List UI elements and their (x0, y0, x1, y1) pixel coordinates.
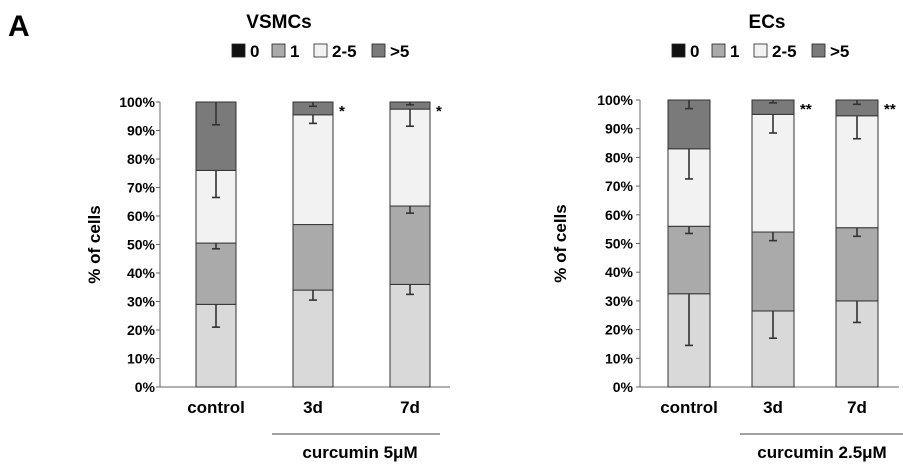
legend-swatch (313, 43, 328, 58)
panel-label: A (8, 10, 30, 43)
bar-segment (292, 224, 334, 291)
y-tick-label: 40% (605, 264, 634, 280)
bar-segment (835, 227, 879, 302)
bar-segment (751, 231, 795, 312)
legend-swatch (371, 43, 386, 58)
legend-swatch (671, 43, 686, 58)
y-tick-label: 0% (135, 379, 156, 395)
bar-segment (389, 205, 431, 285)
y-tick-label: 10% (127, 351, 156, 367)
y-tick-label: 30% (127, 294, 156, 310)
y-tick-label: 70% (605, 178, 634, 194)
legend-swatch (811, 43, 826, 58)
legend-label: 2-5 (332, 42, 357, 61)
y-tick-label: 60% (127, 208, 156, 224)
y-tick-label: 40% (127, 265, 156, 281)
y-tick-label: 100% (119, 94, 155, 110)
y-tick-label: 20% (605, 322, 634, 338)
y-tick-label: 100% (597, 92, 633, 108)
y-tick-label: 90% (605, 121, 634, 137)
legend-label: >5 (390, 42, 409, 61)
significance-marker: * (339, 103, 345, 120)
legend-swatch (271, 43, 286, 58)
legend-label: 0 (690, 42, 699, 61)
y-tick-label: 80% (127, 151, 156, 167)
y-tick-label: 50% (127, 237, 156, 253)
x-tick-label: 3d (303, 398, 323, 417)
legend-label: >5 (830, 42, 849, 61)
y-tick-label: 60% (605, 207, 634, 223)
y-tick-label: 90% (127, 123, 156, 139)
y-tick-label: 0% (613, 379, 634, 395)
significance-marker: * (436, 103, 442, 120)
y-axis-label: % of cells (85, 205, 104, 283)
legend-swatch (231, 43, 246, 58)
y-tick-label: 20% (127, 322, 156, 338)
chart-title: VSMCs (246, 12, 311, 33)
legend-label: 1 (730, 42, 739, 61)
legend-swatch (753, 43, 768, 58)
y-axis-label: % of cells (551, 204, 570, 282)
significance-marker: ** (884, 101, 896, 118)
y-tick-label: 10% (605, 350, 634, 366)
chart-ecs: ECs 0 1 2-5 >5 % of cells 0% 10% 20% 30% 40% 50% 60%… (551, 12, 903, 462)
bar-segment (195, 303, 237, 388)
legend-label: 0 (250, 42, 259, 61)
x-tick-label: 7d (847, 398, 867, 417)
y-tick-label: 50% (605, 236, 634, 252)
legend-swatch (711, 43, 726, 58)
legend-label: 2-5 (772, 42, 797, 61)
legend-label: 1 (290, 42, 299, 61)
bar-segment (292, 114, 334, 226)
y-tick-label: 80% (605, 149, 634, 165)
bar-segment (751, 113, 795, 233)
bar-segment (195, 242, 237, 305)
y-tick-label: 30% (605, 293, 634, 309)
x-tick-label: 7d (400, 398, 420, 417)
chart-vsmcs: VSMCs 0 1 2-5 >5 % of cells 0% 10% 20% 30% 40% 50% 6… (85, 12, 450, 462)
chart-title: ECs (749, 12, 786, 33)
x-tick-label: 3d (763, 398, 783, 417)
bar-segment (389, 283, 431, 388)
group-label: curcumin 2.5μM (757, 443, 886, 462)
x-tick-label: control (660, 398, 718, 417)
x-tick-label: control (187, 398, 245, 417)
significance-marker: ** (800, 101, 812, 118)
bar-segment (667, 225, 711, 295)
group-label: curcumin 5μM (302, 443, 417, 462)
y-tick-label: 70% (127, 180, 156, 196)
bar-segment (292, 289, 334, 388)
